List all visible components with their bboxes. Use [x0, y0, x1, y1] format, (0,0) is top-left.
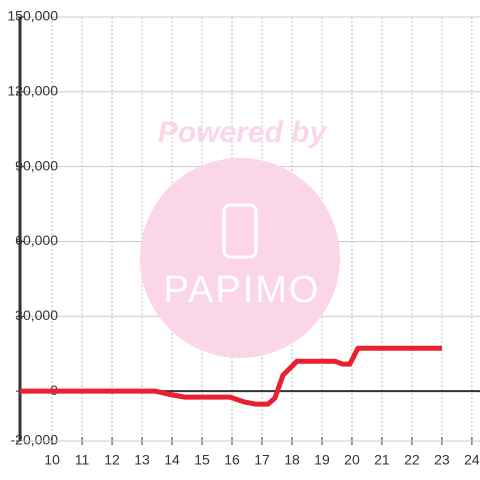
watermark-logo: PAPIMO [164, 269, 321, 311]
x-tick-label: 12 [104, 452, 120, 468]
x-tick-label: 24 [464, 452, 480, 468]
y-tick-label: 120,000 [7, 83, 58, 99]
x-tick-label: 15 [194, 452, 210, 468]
x-tick-label: 20 [344, 452, 360, 468]
x-tick-label: 18 [284, 452, 300, 468]
x-tick-label: 13 [134, 452, 150, 468]
watermark-title: Powered by [158, 116, 328, 149]
x-tick-label: 10 [44, 452, 60, 468]
y-tick-label: 150,000 [7, 8, 58, 24]
x-tick-label: 19 [314, 452, 330, 468]
x-tick-label: 23 [434, 452, 450, 468]
y-tick-label: -20,000 [11, 432, 59, 448]
x-tick-label: 16 [224, 452, 240, 468]
y-tick-label: 60,000 [15, 232, 58, 248]
x-tick-label: 21 [374, 452, 390, 468]
watermark: Powered by PAPIMO [140, 116, 340, 358]
x-tick-label: 14 [164, 452, 180, 468]
watermark-phone [222, 203, 258, 259]
x-tick-label: 11 [75, 452, 90, 468]
line [20, 345, 442, 407]
x-tick-label: 17 [254, 452, 270, 468]
y-tick-label: 30,000 [15, 307, 58, 323]
x-tick-label: 22 [404, 452, 420, 468]
y-tick-label: 90,000 [15, 157, 58, 173]
